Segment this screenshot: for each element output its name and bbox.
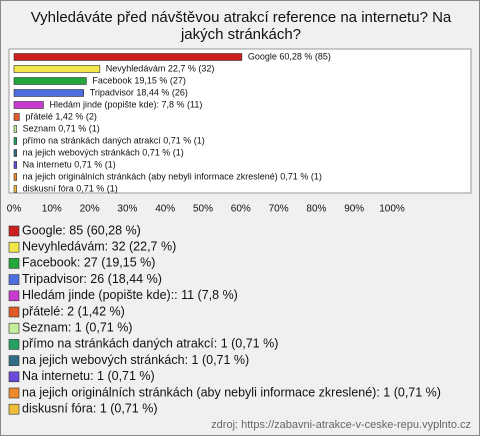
bar — [13, 65, 101, 73]
x-tick-label: 20% — [80, 204, 100, 215]
legend-swatch — [8, 387, 20, 399]
bar — [13, 185, 17, 193]
legend-label: diskusní fóra: 1 (0,71 %) — [22, 401, 157, 415]
bar-label: na jejich originálních stránkách (aby ne… — [23, 171, 322, 181]
legend-swatch — [8, 258, 20, 269]
x-tick-label: 30% — [117, 204, 137, 215]
x-tick-label: 50% — [193, 204, 213, 215]
bar-label: Nevyhledávám 22,7 % (32) — [106, 63, 215, 73]
bar — [13, 101, 44, 109]
bar — [13, 113, 20, 121]
bar — [13, 125, 17, 133]
x-tick-label: 10% — [42, 204, 62, 215]
legend-swatch — [8, 306, 20, 318]
bar-label: Hledám jinde (popište kde): 7,8 % (11) — [49, 99, 202, 109]
bar-label: Facebook 19,15 % (27) — [92, 75, 186, 85]
legend-label: na jejich webových stránkách: 1 (0,71 %) — [22, 353, 249, 367]
x-tick-label: 0% — [7, 204, 22, 215]
chart-title: Vyhledáváte před návštěvou atrakcí refer… — [30, 9, 452, 43]
legend-label: na jejich originálních stránkách (aby ne… — [22, 385, 441, 399]
bar-label: Google 60,28 % (85) — [248, 51, 331, 61]
plot-area — [8, 48, 472, 194]
legend-swatch — [8, 241, 20, 253]
legend-swatch — [8, 339, 20, 350]
legend-label: přímo na stránkách daných atrakcí: 1 (0,… — [22, 337, 278, 351]
bar-label: Seznam 0,71 % (1) — [23, 123, 100, 133]
legend-label: Na internetu: 1 (0,71 %) — [22, 369, 155, 383]
bar — [13, 89, 85, 97]
x-tick-label: 60% — [231, 204, 251, 215]
x-tick-label: 100% — [379, 204, 405, 215]
bar — [13, 137, 17, 145]
bar — [13, 53, 243, 61]
legend-label: Facebook: 27 (19,15 %) — [22, 256, 155, 270]
bar-label: diskusní fóra 0,71 % (1) — [23, 183, 118, 193]
legend-label: Tripadvisor: 26 (18,44 %) — [22, 272, 162, 286]
legend-swatch — [8, 371, 20, 383]
bar-label: Na internetu 0,71 % (1) — [23, 159, 116, 169]
legend-label: Nevyhledávám: 32 (22,7 %) — [22, 239, 176, 253]
x-tick-label: 80% — [306, 204, 326, 215]
legend-label: přátelé: 2 (1,42 %) — [22, 304, 125, 318]
legend-swatch — [8, 290, 20, 302]
legend-swatch — [8, 355, 20, 366]
legend-swatch — [8, 225, 20, 237]
x-tick-label: 90% — [344, 204, 364, 215]
bar-label: přátelé 1,42 % (2) — [25, 111, 97, 121]
bar-label: Tripadvisor 18,44 % (26) — [90, 87, 188, 97]
legend-swatch — [8, 274, 20, 285]
bar-label: na jejich webových stránkách 0,71 % (1) — [23, 147, 184, 157]
source: zdroj: https://zabavni-atrakce-v-ceske-r… — [211, 419, 471, 431]
legend-label: Google: 85 (60,28 %) — [22, 223, 141, 237]
x-tick-label: 70% — [269, 204, 289, 215]
bar-label: přímo na stránkách daných atrakcí 0,71 %… — [23, 135, 205, 145]
bar — [13, 161, 17, 169]
legend-label: Seznam: 1 (0,71 %) — [22, 320, 132, 334]
legend-swatch — [8, 322, 20, 334]
legend-swatch — [8, 403, 20, 415]
bar — [13, 173, 17, 181]
legend-label: Hledám jinde (popište kde):: 11 (7,8 %) — [22, 288, 238, 302]
bar — [13, 77, 87, 85]
x-tick-label: 40% — [155, 204, 175, 215]
bar — [13, 149, 17, 157]
